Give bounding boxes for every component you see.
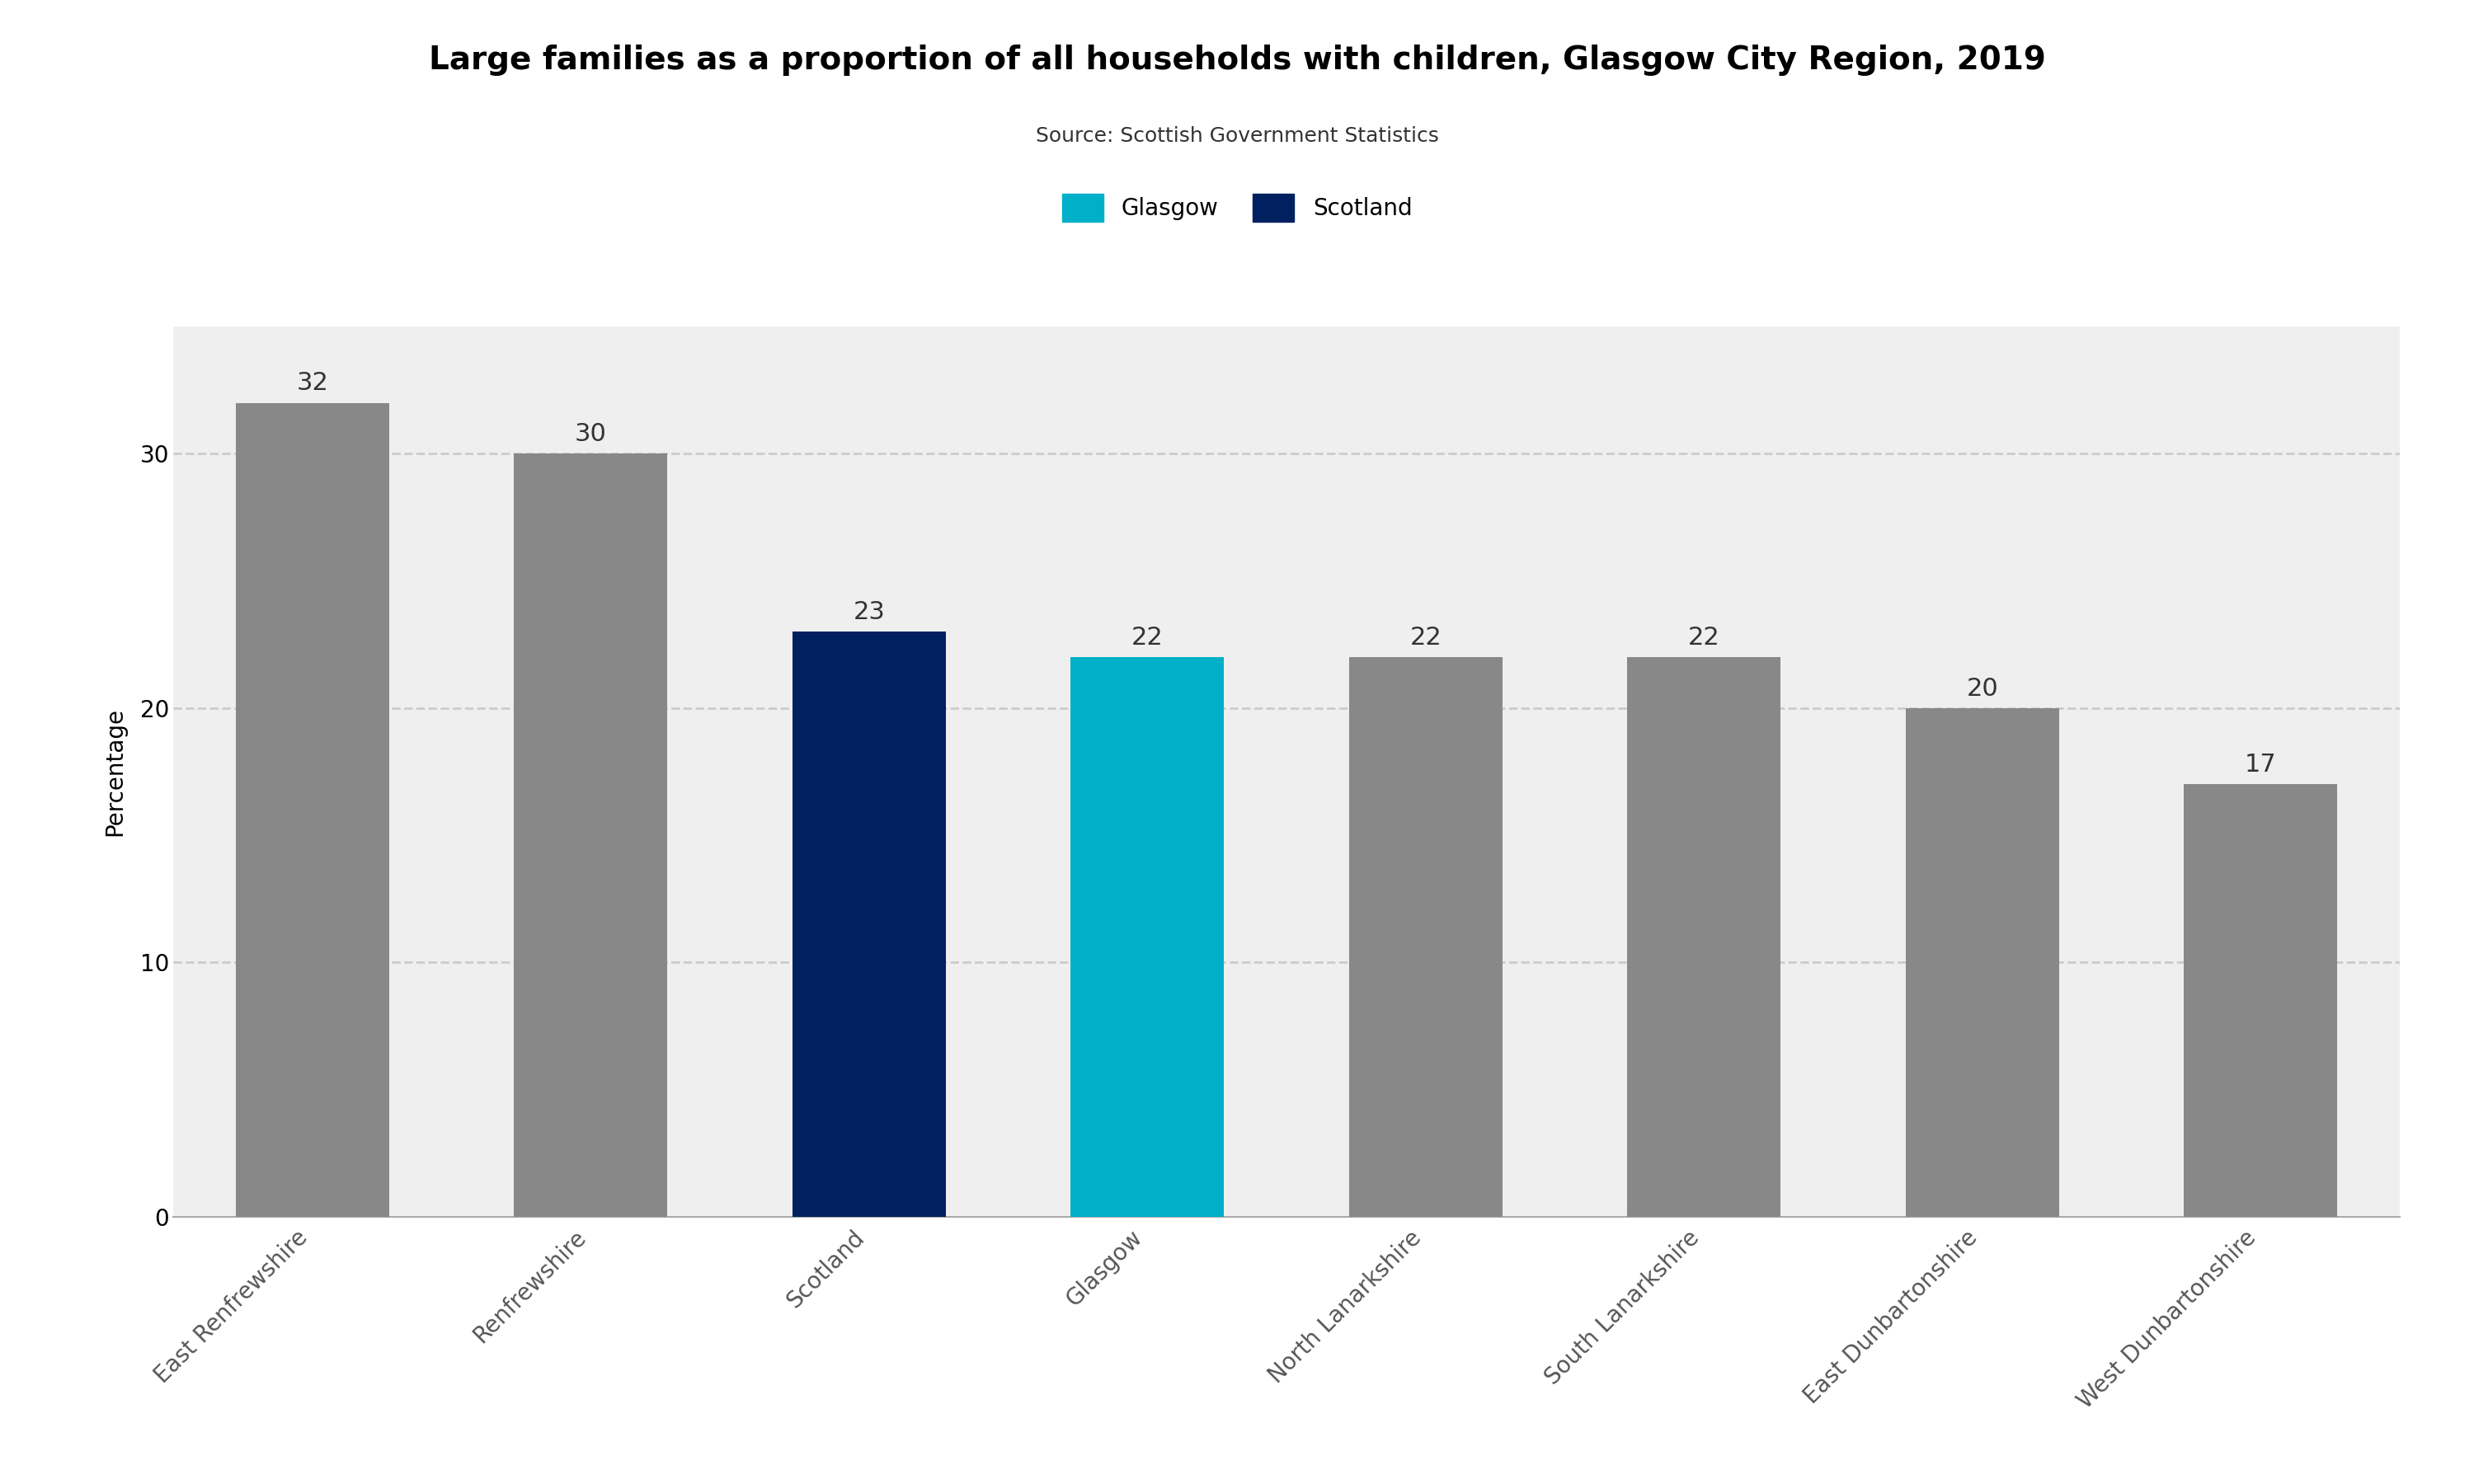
Bar	[1348, 657, 1502, 1217]
Text: 22: 22	[1410, 626, 1442, 650]
Bar	[792, 632, 945, 1217]
Legend: Glasgow, Scotland: Glasgow, Scotland	[1051, 183, 1423, 233]
Text: 17: 17	[2244, 752, 2276, 776]
Bar	[515, 454, 668, 1217]
Bar	[235, 402, 388, 1217]
Text: 20: 20	[1967, 677, 1999, 700]
Bar	[1905, 708, 2058, 1217]
Text: 22: 22	[1131, 626, 1163, 650]
Text: Source: Scottish Government Statistics: Source: Scottish Government Statistics	[1037, 126, 1437, 145]
Text: 30: 30	[574, 421, 606, 447]
Text: Large families as a proportion of all households with children, Glasgow City Reg: Large families as a proportion of all ho…	[428, 45, 2046, 76]
Text: 23: 23	[854, 600, 886, 625]
Y-axis label: Percentage: Percentage	[104, 708, 126, 835]
Text: 32: 32	[297, 371, 329, 395]
Text: 22: 22	[1687, 626, 1719, 650]
Bar	[2185, 785, 2338, 1217]
Bar	[1628, 657, 1781, 1217]
Bar	[1071, 657, 1225, 1217]
